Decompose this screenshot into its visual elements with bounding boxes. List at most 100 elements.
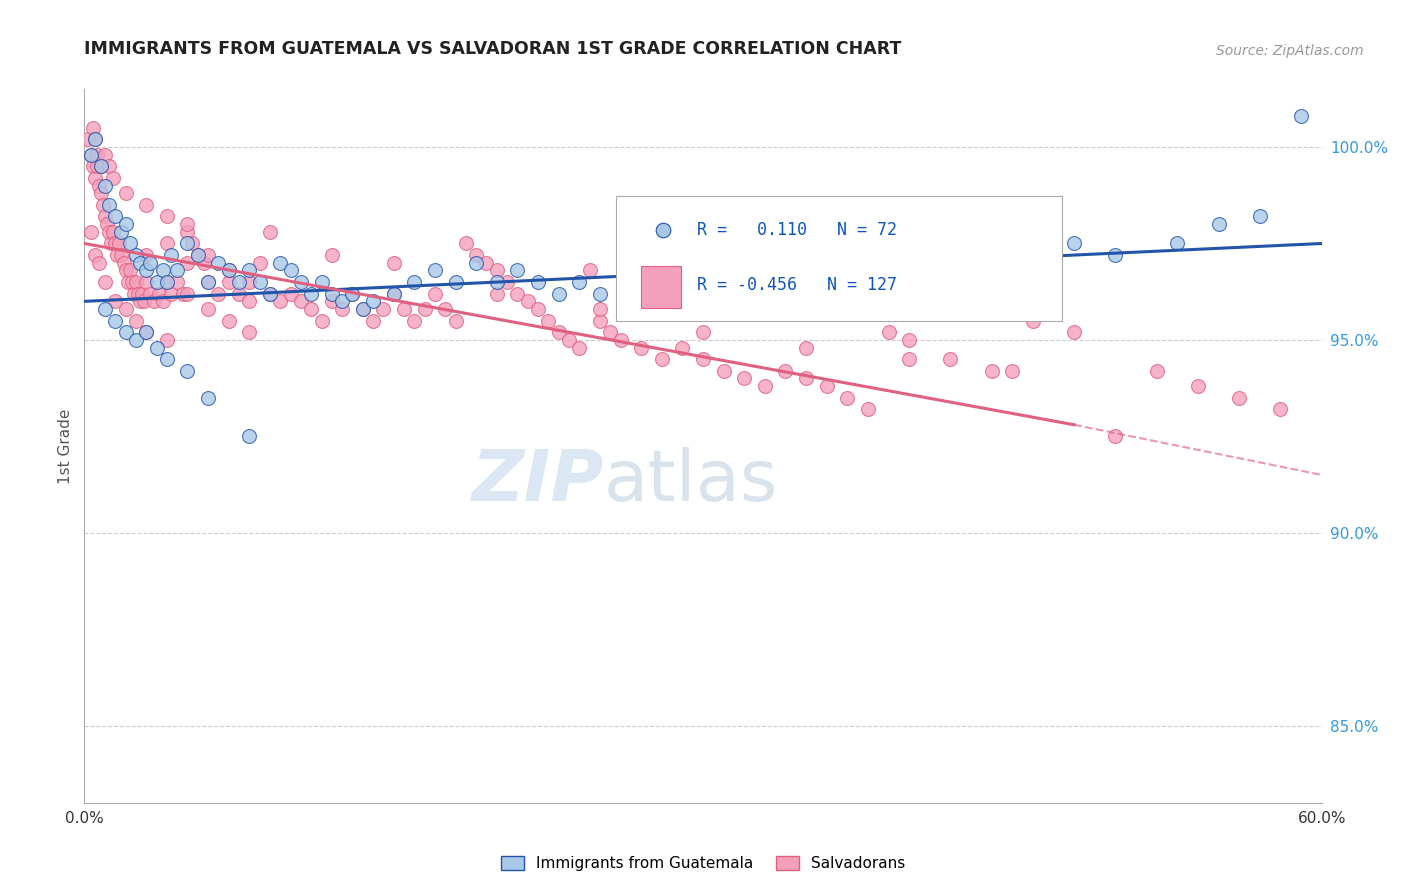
Point <box>980 256 1002 270</box>
Point <box>568 341 591 355</box>
Point <box>156 210 179 224</box>
Point <box>342 286 364 301</box>
Point <box>609 333 631 347</box>
Point <box>176 225 198 239</box>
Point <box>311 275 333 289</box>
Point <box>259 225 281 239</box>
Point <box>77 132 100 146</box>
Point <box>180 236 202 251</box>
Point <box>156 333 179 347</box>
Point <box>166 263 188 277</box>
Point <box>269 294 291 309</box>
Point <box>238 275 260 289</box>
Point <box>238 294 260 309</box>
Point <box>754 263 776 277</box>
Point <box>311 313 333 327</box>
Point <box>176 236 198 251</box>
Point <box>238 429 260 443</box>
Point <box>117 275 139 289</box>
Point <box>176 217 198 231</box>
Point <box>197 248 219 262</box>
Point <box>299 286 322 301</box>
FancyBboxPatch shape <box>616 196 1062 321</box>
Point <box>87 256 110 270</box>
Point <box>218 275 240 289</box>
Point <box>118 236 141 251</box>
FancyBboxPatch shape <box>641 266 681 309</box>
Point <box>86 159 108 173</box>
Point <box>79 148 101 162</box>
Point <box>187 248 209 262</box>
Point <box>86 148 108 162</box>
Point <box>280 263 302 277</box>
Point <box>692 275 714 289</box>
Point <box>1146 364 1168 378</box>
Point <box>413 301 436 316</box>
Point <box>228 275 250 289</box>
Point <box>108 236 131 251</box>
Point <box>980 364 1002 378</box>
Point <box>877 325 900 339</box>
Point <box>249 256 271 270</box>
Point <box>1166 236 1188 251</box>
Point <box>87 178 110 193</box>
Point <box>939 275 962 289</box>
Point <box>321 294 343 309</box>
Point <box>125 333 148 347</box>
Point <box>112 256 135 270</box>
Point <box>733 371 755 385</box>
Point <box>135 248 157 262</box>
Point <box>100 236 122 251</box>
Point <box>176 286 198 301</box>
Point <box>794 341 817 355</box>
Point <box>118 263 141 277</box>
Point <box>404 313 426 327</box>
Point <box>103 170 125 185</box>
Point <box>692 325 714 339</box>
Point <box>129 294 152 309</box>
Point <box>152 294 174 309</box>
Text: atlas: atlas <box>605 447 779 516</box>
Point <box>321 248 343 262</box>
Point <box>547 286 569 301</box>
Point <box>547 325 569 339</box>
Point <box>423 286 446 301</box>
Point <box>125 313 148 327</box>
Point <box>104 313 127 327</box>
Point <box>1270 402 1292 417</box>
Point <box>342 286 364 301</box>
Point <box>91 198 114 212</box>
Point <box>434 301 457 316</box>
Point <box>465 256 488 270</box>
Point <box>125 275 148 289</box>
Point <box>110 225 132 239</box>
Point <box>238 263 260 277</box>
Point <box>83 132 105 146</box>
Point <box>218 263 240 277</box>
Point <box>94 275 117 289</box>
Point <box>218 313 240 327</box>
Point <box>1227 391 1250 405</box>
Point <box>90 159 112 173</box>
Point <box>83 170 105 185</box>
Point <box>83 248 105 262</box>
Point <box>537 313 560 327</box>
Point <box>103 225 125 239</box>
Point <box>259 286 281 301</box>
Point <box>651 352 673 367</box>
Point <box>898 263 921 277</box>
Point <box>1063 325 1085 339</box>
Point <box>82 159 104 173</box>
Point <box>197 391 219 405</box>
Point <box>589 301 612 316</box>
Point <box>794 371 817 385</box>
Point <box>506 263 529 277</box>
Point <box>139 286 162 301</box>
Point <box>733 256 755 270</box>
Text: IMMIGRANTS FROM GUATEMALA VS SALVADORAN 1ST GRADE CORRELATION CHART: IMMIGRANTS FROM GUATEMALA VS SALVADORAN … <box>84 40 901 58</box>
Point <box>238 325 260 339</box>
Point <box>96 217 118 231</box>
Point <box>94 301 117 316</box>
Point <box>104 294 127 309</box>
Point <box>94 178 117 193</box>
